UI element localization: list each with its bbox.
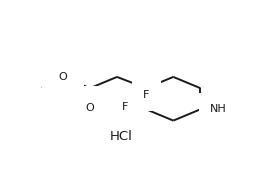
- Text: O: O: [58, 72, 67, 82]
- Text: F: F: [143, 90, 149, 100]
- Text: HCl: HCl: [110, 130, 133, 143]
- Text: NH: NH: [210, 104, 226, 114]
- Text: O: O: [86, 103, 94, 113]
- Text: F: F: [122, 102, 129, 111]
